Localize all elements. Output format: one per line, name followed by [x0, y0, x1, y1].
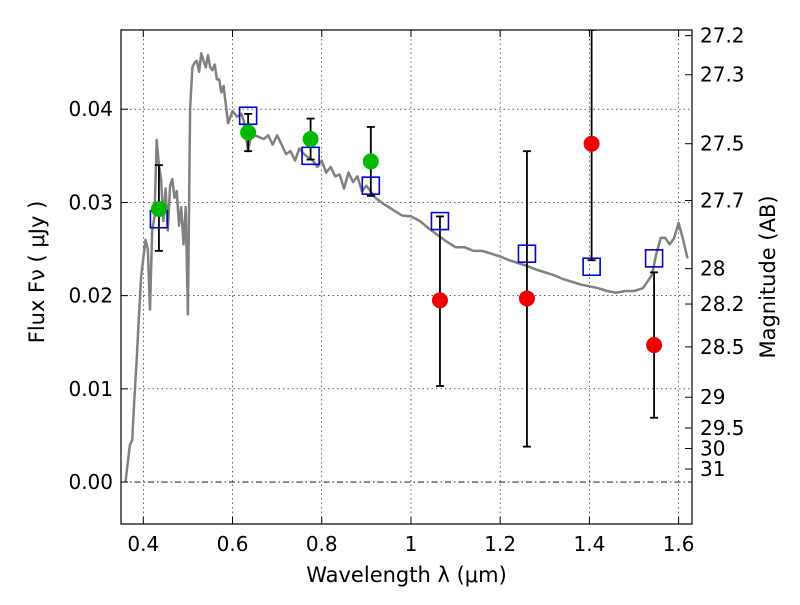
x-tick-label: 0.6 — [217, 532, 249, 556]
magnitude-tick-label: 29.5 — [700, 416, 745, 440]
model-band-square — [238, 106, 258, 126]
model-band-square — [361, 176, 381, 195]
model-band-square — [644, 249, 664, 268]
y-axis-ticks: 0.00 0.01 0.02 0.03 0.04 — [68, 97, 128, 494]
x-tick-label: 0.8 — [306, 532, 338, 556]
magnitude-tick-label: 27.7 — [700, 189, 745, 213]
x-tick-label: 1.2 — [484, 532, 516, 556]
y-tick-label: 0.01 — [68, 377, 113, 401]
nondetection-point — [518, 290, 535, 307]
x-tick-label: 0.4 — [127, 532, 159, 556]
detection-point — [240, 124, 257, 141]
nondetection-point — [583, 135, 600, 152]
magnitude-tick-label: 27.3 — [700, 63, 745, 87]
magnitude-tick-label: 31 — [700, 457, 725, 481]
magnitude-tick-label: 28.2 — [700, 292, 745, 316]
magnitude-tick-label: 29 — [700, 385, 725, 409]
x-tick-label: 1.4 — [573, 532, 605, 556]
magnitude-tick-label: 30 — [700, 437, 725, 461]
nondetection-point — [431, 292, 448, 309]
model-band-square — [301, 146, 320, 166]
y-axis-title: Flux Fν ( μJy ) — [25, 201, 49, 344]
y-tick-label: 0.00 — [68, 470, 113, 494]
nondetection-point — [646, 337, 663, 354]
magnitude-axis-title: Magnitude (AB) — [756, 195, 780, 358]
model-band-square — [582, 257, 601, 277]
magnitude-tick-label: 28.5 — [700, 335, 745, 359]
x-tick-label: 1.6 — [663, 532, 695, 556]
grid-layer — [121, 30, 692, 524]
detection-point — [150, 200, 167, 217]
x-axis-ticks: 0.4 0.6 0.8 1 1.2 1.4 1.6 — [127, 30, 695, 556]
magnitude-tick-label: 27.2 — [700, 24, 745, 48]
plot-frame — [120, 29, 693, 525]
x-axis-title: Wavelength λ (μm) — [306, 563, 507, 587]
model-band-square — [430, 211, 450, 231]
detection-point — [362, 153, 379, 170]
magnitude-tick-label: 27.5 — [700, 132, 745, 156]
x-tick-label: 1 — [405, 532, 418, 556]
detection-point — [302, 131, 319, 148]
y-tick-label: 0.03 — [68, 190, 113, 214]
magnitude-tick-label: 28 — [700, 257, 725, 281]
y-tick-label: 0.04 — [68, 97, 113, 121]
y-tick-label: 0.02 — [68, 284, 113, 308]
model-spectrum-line — [124, 52, 689, 483]
series-layer — [124, 30, 689, 483]
model-band-square — [517, 244, 537, 263]
